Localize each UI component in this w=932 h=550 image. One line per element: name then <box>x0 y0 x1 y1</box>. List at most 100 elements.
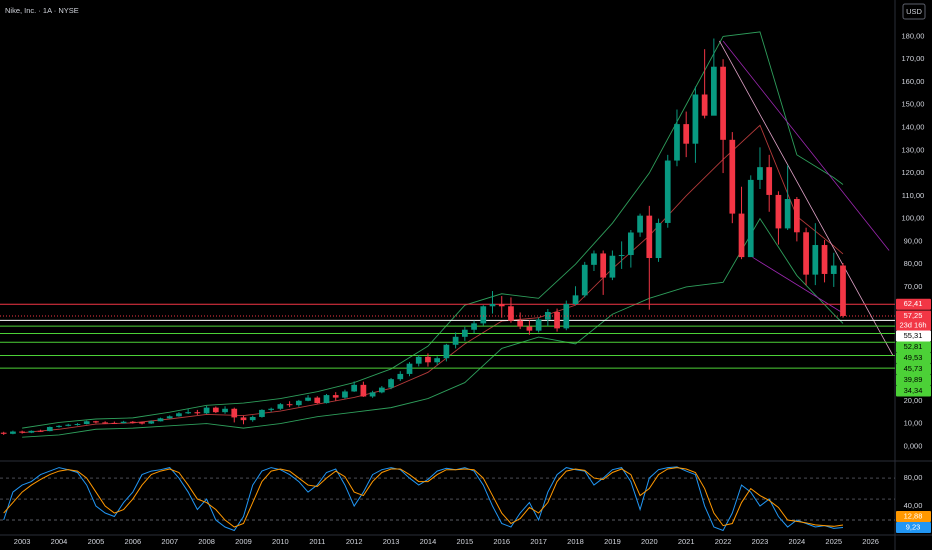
x-tick-label: 2010 <box>272 537 289 546</box>
x-tick-label: 2006 <box>124 537 141 546</box>
price-tag-label: 39,89 <box>904 375 923 384</box>
candle-body <box>609 255 616 278</box>
candle-body <box>222 408 228 413</box>
candle-body <box>37 430 44 432</box>
x-tick-label: 2005 <box>88 537 105 546</box>
stoch-pane <box>0 466 895 532</box>
candle-body <box>406 363 413 374</box>
candle-body <box>840 265 846 316</box>
candle-body <box>83 421 90 425</box>
y-tick-label: 80,00 <box>904 259 923 268</box>
candle-body <box>812 245 819 275</box>
candle-body <box>720 66 726 140</box>
candle-body <box>544 311 551 320</box>
candle-body <box>738 213 745 258</box>
candle-body <box>425 356 431 363</box>
price-tag-label: 45,73 <box>904 364 923 373</box>
candle-body <box>443 344 450 359</box>
x-tick-label: 2009 <box>235 537 252 546</box>
stoch-tag <box>896 522 931 533</box>
band-line <box>22 217 844 438</box>
candle-body <box>129 421 136 423</box>
candle-body <box>655 222 662 259</box>
candle-body <box>120 421 127 424</box>
x-tick-label: 2025 <box>825 537 842 546</box>
x-tick-label: 2003 <box>14 537 31 546</box>
x-tick-label: 2016 <box>493 537 510 546</box>
price-tag <box>896 341 931 353</box>
y-tick-label: 0,000 <box>904 441 923 450</box>
candle-body <box>397 373 404 380</box>
candle-body <box>563 304 570 329</box>
price-tag-label: 57,25 <box>904 311 923 320</box>
stoch-tag-label: 12,88 <box>904 511 923 520</box>
candle-body <box>46 426 53 432</box>
x-tick-label: 2011 <box>309 537 325 546</box>
candle-body <box>259 409 265 417</box>
candle-body <box>600 253 607 278</box>
candle-body <box>618 255 625 257</box>
x-tick-label: 2012 <box>346 537 363 546</box>
candle-body <box>637 215 643 233</box>
candle-body <box>784 199 791 229</box>
candle-body <box>185 412 192 414</box>
candle-body <box>28 430 35 433</box>
candle-body <box>148 421 155 424</box>
x-tick-label: 2014 <box>420 537 437 546</box>
x-tick-label: 2023 <box>752 537 769 546</box>
stoch-line <box>3 467 844 528</box>
candle-body <box>830 265 837 274</box>
candle-body <box>268 408 275 410</box>
candle-body <box>489 304 496 307</box>
price-tag-label: 52,81 <box>904 342 923 351</box>
currency-box[interactable] <box>902 3 926 20</box>
candle-body <box>176 413 182 417</box>
x-tick-label: 2004 <box>51 537 68 546</box>
candle-body <box>498 304 505 307</box>
candle-body <box>646 215 653 259</box>
y-tick-label: 150,00 <box>902 100 925 109</box>
y-tick-label: 180,00 <box>902 31 925 40</box>
candle-body <box>0 432 7 434</box>
stoch-tag <box>896 511 931 522</box>
candle-body <box>314 397 321 404</box>
price-tag <box>896 363 931 375</box>
price-tag <box>896 374 931 386</box>
price-tag-label: 55,31 <box>904 331 923 340</box>
price-tag <box>896 298 931 310</box>
candle-body <box>139 422 145 424</box>
candle-body <box>277 404 284 409</box>
candle-body <box>231 408 238 418</box>
candle-body <box>821 245 828 274</box>
candle-body <box>56 425 62 427</box>
candle-body <box>471 323 477 330</box>
candle-body <box>591 253 597 265</box>
price-tag <box>896 330 931 342</box>
candle-body <box>166 416 173 419</box>
price-pane <box>0 31 895 438</box>
x-tick-label: 2013 <box>383 537 400 546</box>
candle-body <box>683 124 690 144</box>
candle-body <box>369 392 376 397</box>
candle-body <box>388 379 394 388</box>
countdown-label: 23d 16h <box>899 320 926 329</box>
candle-body <box>747 179 754 258</box>
candle-body <box>526 326 533 331</box>
candle-body <box>775 194 782 229</box>
candle-body <box>74 424 81 426</box>
candle-body <box>757 167 763 180</box>
candle-body <box>766 167 773 195</box>
candle-body <box>111 422 118 424</box>
y-tick-label: 80,00 <box>904 473 923 482</box>
trend-line <box>719 40 894 356</box>
candle-body <box>295 400 302 406</box>
price-tag <box>896 352 931 364</box>
axes: 2003 2004 2005 2006 2007 2008 2009 2010 2011 2012… <box>14 31 931 546</box>
price-tag-label: 62,41 <box>904 299 923 308</box>
candle-body <box>351 384 358 392</box>
x-tick-label: 2008 <box>198 537 215 546</box>
candle-body <box>93 421 99 423</box>
x-tick-label: 2017 <box>530 537 547 546</box>
